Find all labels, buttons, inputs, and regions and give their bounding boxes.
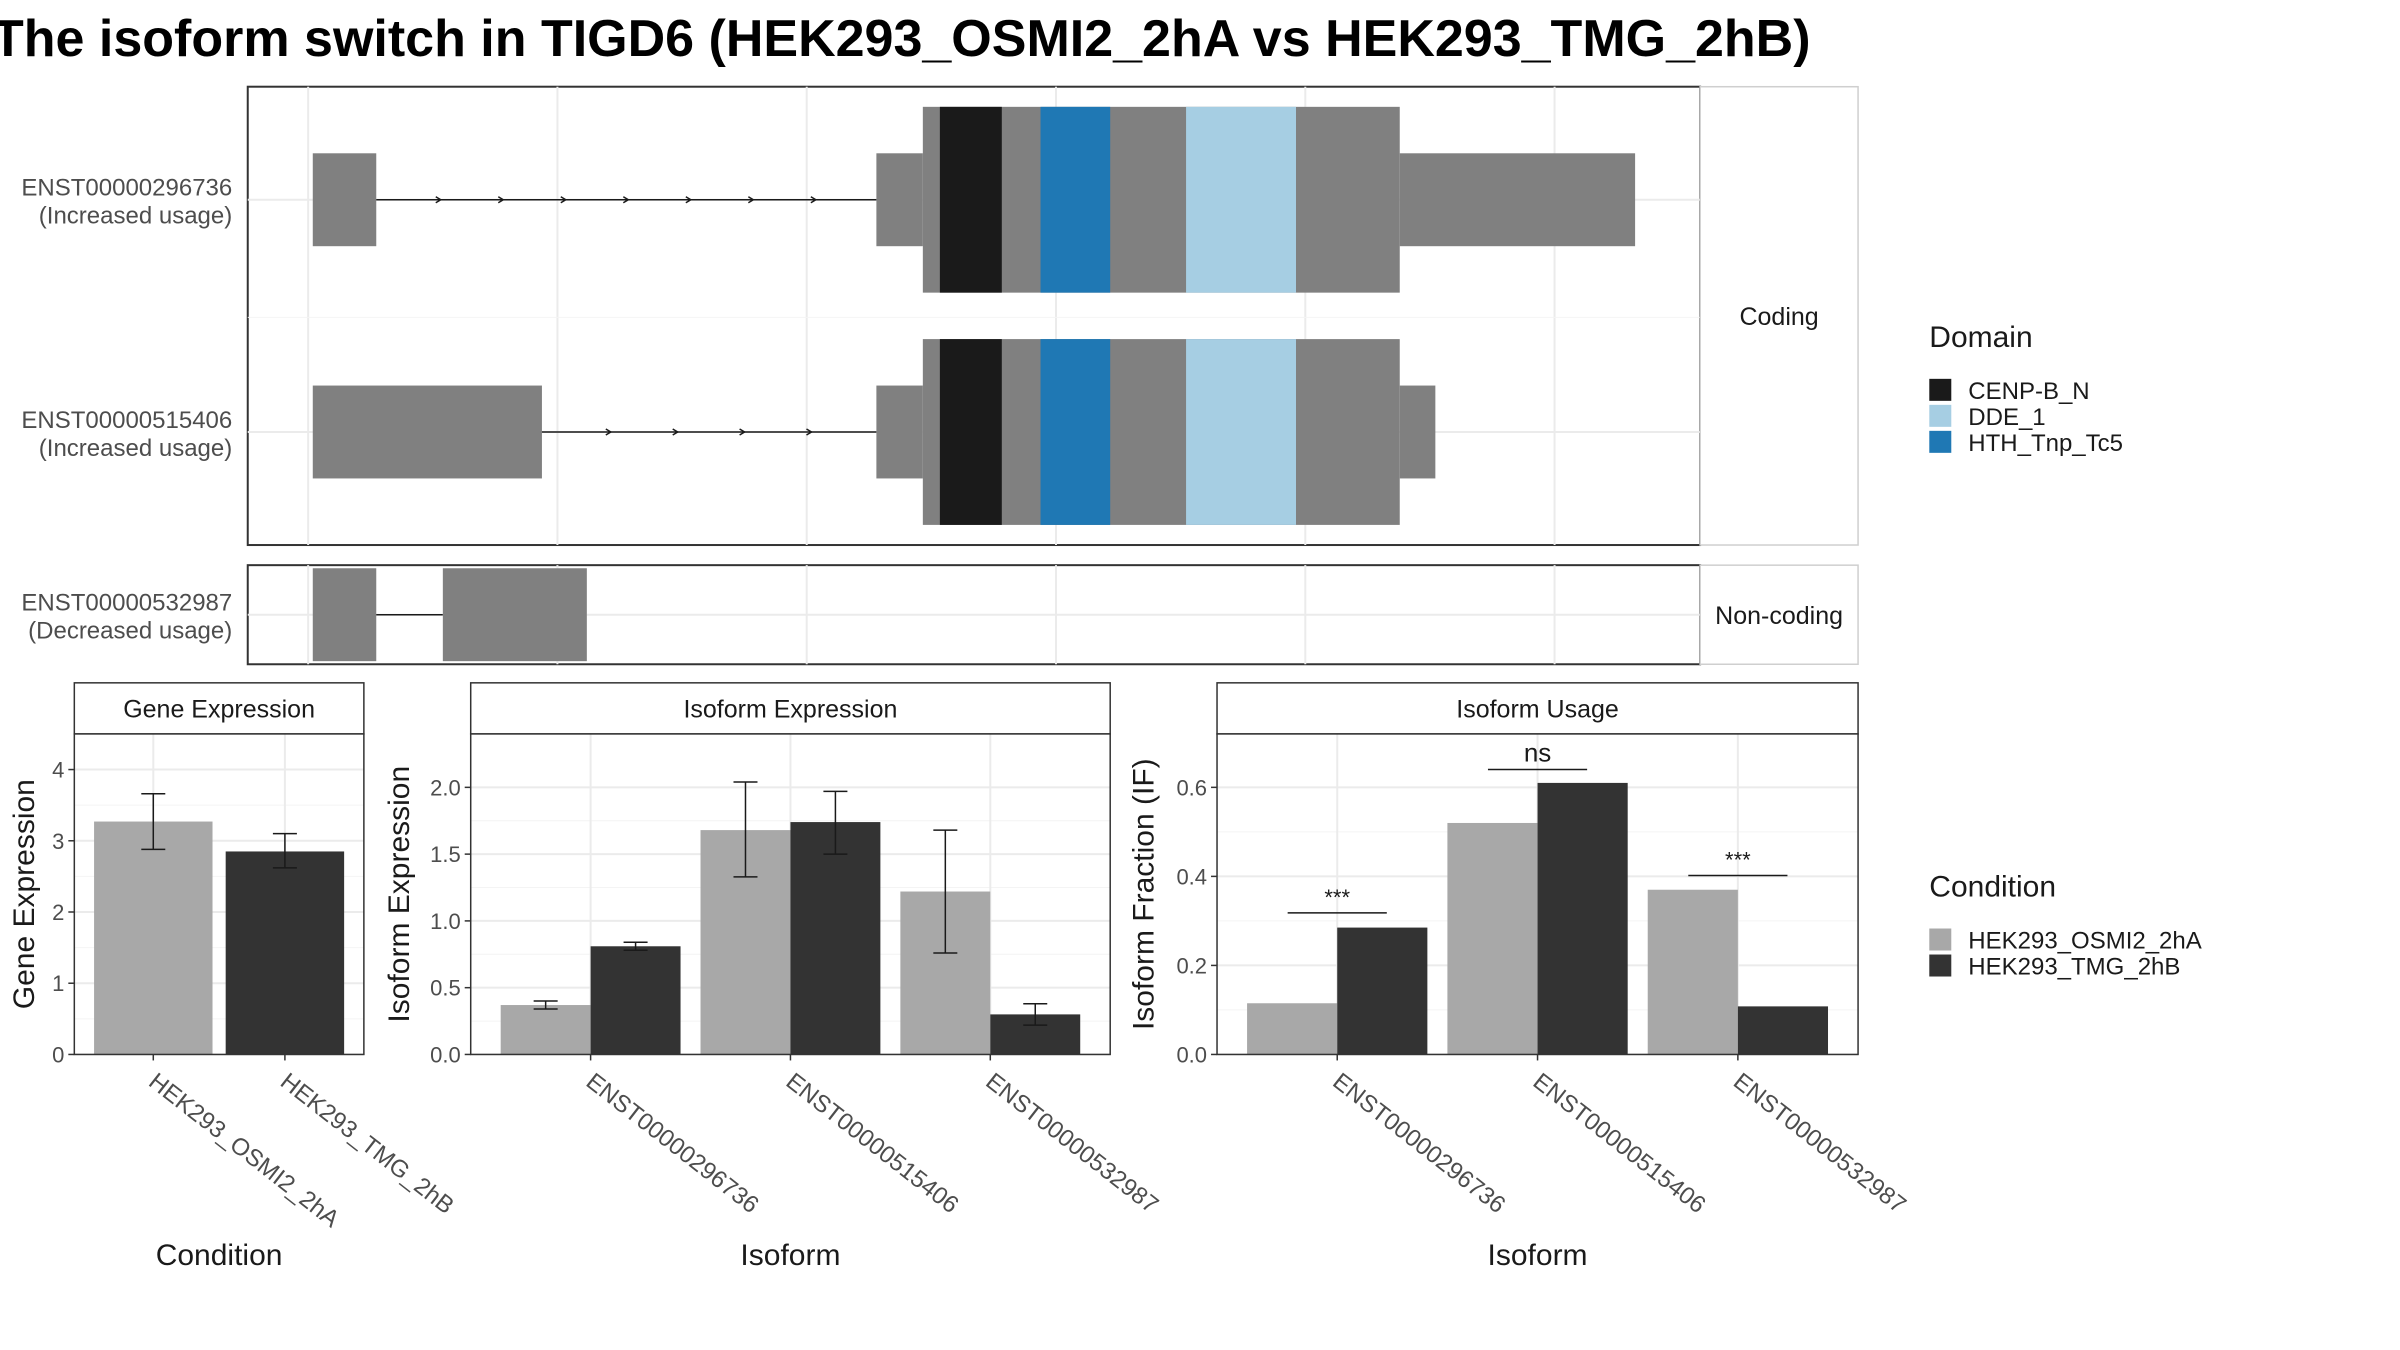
isoform-usage-ytick-label: 0.6 [1176, 775, 1207, 800]
isoform-label: ENST00000296736 [21, 175, 232, 202]
exon-cds [922, 339, 1400, 525]
condition-legend-item: HEK293_OSMI2_2hA [1968, 928, 2201, 955]
intron-arrow [622, 196, 630, 204]
isoform-usage-bar [1647, 889, 1738, 1055]
intron-arrow [747, 196, 755, 204]
isoform-usage-significance-label: *** [1324, 885, 1350, 910]
exon [312, 385, 542, 479]
isoform-usage-xtick-label: ENST00000296736 [1328, 1068, 1511, 1219]
isoform-expression-xtick-label: ENST00000515406 [781, 1068, 964, 1219]
gene-expression-ytick-label: 1 [52, 971, 64, 996]
isoform-usage-xlabel: Isoform [1488, 1239, 1588, 1272]
exon [442, 568, 587, 662]
isoform-expression-bar [500, 1005, 591, 1055]
domain-legend-title: Domain [1929, 321, 2032, 354]
isoform-usage-title: Isoform Usage [1456, 695, 1619, 723]
intron-arrow [435, 196, 443, 204]
isoform-expression-ytick-label: 0.0 [430, 1042, 461, 1067]
gene-expression-bar [225, 851, 345, 1055]
intron-arrow [685, 196, 693, 204]
isoform-usage-significance-label: *** [1725, 847, 1751, 872]
domain-cenp-b-n [939, 106, 1002, 293]
domain-hth-tnp-tc5 [1040, 106, 1111, 293]
isoform-expression-ylabel: Isoform Expression [383, 766, 416, 1023]
intron-arrow [560, 196, 568, 204]
isoform-sublabel: (Decreased usage) [28, 618, 232, 645]
gene-expression-border [73, 733, 365, 1056]
gene-expression-strip [73, 682, 365, 735]
isoform-expression-xlabel: Isoform [740, 1239, 840, 1272]
exon-utr [1399, 153, 1636, 247]
gene-expression-ytick-label: 0 [52, 1042, 64, 1067]
exon-cds [922, 106, 1400, 293]
coding-strip [1699, 85, 1859, 546]
condition-legend-item: HEK293_TMG_2hB [1968, 954, 2180, 981]
gene-expression-ytick-label: 3 [52, 829, 64, 854]
isoform-usage-ytick-label: 0.4 [1176, 864, 1207, 889]
isoform-expression-ytick-label: 1.0 [430, 909, 461, 934]
isoform-sublabel: (Increased usage) [39, 203, 232, 230]
domain-legend-item: HTH_Tnp_Tc5 [1968, 430, 2123, 457]
isoform-usage-ylabel: Isoform Fraction (IF) [1128, 758, 1161, 1030]
isoform-expression-title: Isoform Expression [683, 695, 897, 723]
intron-arrow [605, 428, 613, 436]
intron-arrow [672, 428, 680, 436]
condition-legend-title: Condition [1929, 871, 2056, 904]
domain-dde-1 [1186, 106, 1296, 293]
domain-hth-tnp-tc5 [1040, 339, 1111, 525]
gene-expression-xlabel: Condition [156, 1239, 283, 1272]
isoform-usage-strip [1216, 682, 1859, 735]
isoform-usage-bar [1537, 782, 1628, 1055]
noncoding-strip [1699, 564, 1859, 666]
isoform-expression-xtick-label: ENST00000296736 [581, 1068, 764, 1219]
exon-utr [876, 385, 923, 479]
exon [312, 568, 377, 662]
domain-legend-key [1929, 430, 1952, 453]
isoform-expression-ytick-label: 1.5 [430, 842, 461, 867]
isoform-expression-ytick-label: 0.5 [430, 976, 461, 1001]
isoform-sublabel: (Increased usage) [39, 435, 232, 462]
isoform-usage-xtick-label: ENST00000532987 [1728, 1068, 1911, 1219]
domain-legend-key [1929, 378, 1952, 401]
isoform-usage-bar [1737, 1006, 1829, 1055]
condition-legend-key [1929, 928, 1952, 951]
noncoding-strip-label: Non-coding [1715, 602, 1843, 630]
domain-cenp-b-n [939, 339, 1002, 525]
isoform-expression-xtick-label: ENST00000532987 [981, 1068, 1164, 1219]
intron-arrow [806, 428, 813, 436]
isoform-usage-ytick-label: 0.0 [1176, 1042, 1207, 1067]
intron-arrow [810, 196, 818, 204]
gene-expression-ylabel: Gene Expression [8, 779, 41, 1009]
domain-legend-key [1929, 404, 1952, 427]
domain-legend-item: CENP-B_N [1968, 378, 2089, 405]
page-title: The isoform switch in TIGD6 (HEK293_OSMI… [0, 10, 1811, 68]
isoform-usage-xtick-label: ENST00000515406 [1528, 1068, 1711, 1219]
isoform-expression-bar [590, 946, 681, 1055]
exon [312, 153, 377, 247]
gene-expression-bar [94, 821, 213, 1055]
gene-expression-title: Gene Expression [123, 695, 315, 723]
domain-legend-item: DDE_1 [1968, 404, 2045, 431]
exon-utr [1399, 385, 1436, 479]
exon-utr [876, 153, 923, 247]
isoform-expression-ytick-label: 2.0 [430, 775, 461, 800]
isoform-expression-bar [790, 822, 881, 1055]
intron-arrow [739, 428, 747, 436]
isoform-label: ENST00000532987 [21, 590, 232, 617]
isoform-usage-ytick-label: 0.2 [1176, 953, 1207, 978]
domain-dde-1 [1186, 339, 1296, 525]
isoform-usage-significance-label: ns [1524, 738, 1551, 768]
coding-strip-label: Coding [1739, 303, 1818, 331]
isoform-usage-bar [1247, 1003, 1338, 1055]
isoform-usage-bar [1337, 927, 1428, 1055]
gene-expression-ytick-label: 2 [52, 900, 64, 925]
isoform-label: ENST00000515406 [21, 407, 232, 434]
intron-arrow [497, 196, 505, 204]
isoform-usage-bar [1447, 822, 1538, 1055]
isoform-expression-strip [469, 682, 1111, 735]
condition-legend-key [1929, 954, 1952, 977]
gene-expression-ytick-label: 4 [52, 758, 64, 783]
